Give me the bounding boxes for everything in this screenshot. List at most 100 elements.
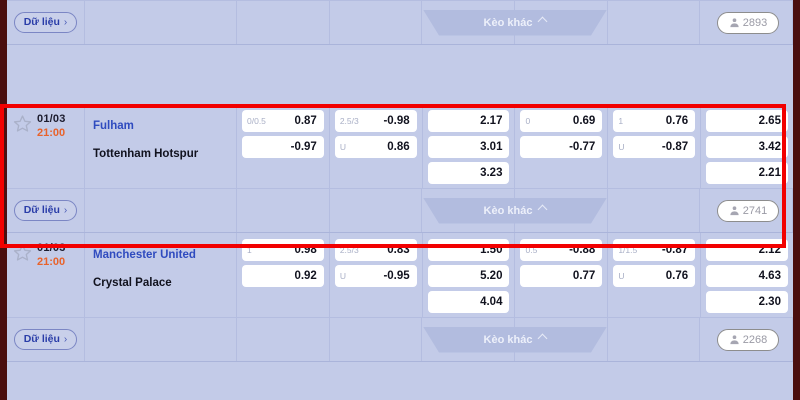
person-icon [729,17,740,28]
match-time: 21:00 [37,255,66,268]
handicap-label: U [618,142,625,152]
data-button[interactable]: Dữ liệu › [13,329,78,350]
odds-cell[interactable]: 2.30 [706,291,788,313]
chevron-right-icon: › [63,333,68,345]
away-team-name[interactable]: Crystal Palace [93,277,172,289]
odds-cell-empty [613,291,695,313]
footer-teams-cell [85,189,237,232]
odds-value: 0.86 [387,141,410,153]
more-odds-label: Kèo khác [483,333,533,346]
odds-cell[interactable]: 2.21 [706,162,788,184]
odds-cell[interactable]: 2.12 [706,239,788,261]
footer-odds-area: Kèo khác 2893 [237,1,793,44]
odds-value: 0.77 [572,270,596,282]
odds-value: 0.87 [294,115,317,127]
handicap-label: 2.5/3 [339,116,359,126]
odds-area: 01/03 21:00 Fulham Tottenham Hotspur 0/0.5 0.… [7,104,793,188]
odds-cell[interactable]: 3.42 [706,136,788,158]
more-odds-button[interactable]: Kèo khác [423,9,607,36]
odds-cell[interactable]: 2.17 [427,110,510,132]
more-odds-button[interactable]: Kèo khác [423,326,607,353]
odds-value: 4.04 [480,296,503,308]
footer-meta-cell: Dữ liệu › [7,1,85,44]
odds-value: 2.21 [758,167,781,179]
data-button[interactable]: Dữ liệu › [13,12,78,33]
odds-cell[interactable]: 1.50 [427,239,510,261]
match-meta-column: 01/03 21:00 [7,104,85,188]
odds-value: 4.63 [758,270,781,282]
footer-teams-cell [85,318,237,361]
odds-value: 0.83 [387,244,410,256]
data-button[interactable]: Dữ liệu › [13,200,78,221]
odds-cell-empty [520,291,602,313]
odds-cell[interactable]: U 0.86 [334,136,417,158]
star-outline-icon[interactable] [13,243,33,262]
viewers-badge[interactable]: 2893 [717,11,779,34]
odds-value: -0.87 [661,141,689,153]
viewers-badge[interactable]: 2741 [717,199,779,222]
viewers-badge[interactable]: 2268 [717,328,779,351]
home-team-name[interactable]: Manchester United [93,249,196,261]
odds-cell[interactable]: 2.65 [706,110,788,132]
more-odds-button[interactable]: Kèo khác [423,197,607,224]
odds-column: 0/0.5 0.87 -0.97 [237,104,330,188]
footer-segment [608,1,701,44]
odds-cell[interactable]: 0.5 -0.88 [520,239,603,261]
data-button-label: Dữ liệu [23,16,60,28]
odds-cell[interactable]: 5.20 [427,265,510,287]
chevron-right-icon: › [63,204,68,216]
odds-cell[interactable]: 1 0.76 [613,110,696,132]
chevron-up-icon [538,204,548,215]
odds-cell[interactable]: -0.77 [520,136,603,158]
odds-value: -0.97 [290,141,317,153]
odds-cell[interactable]: 2.5/3 -0.98 [334,110,417,132]
odds-cell[interactable]: 0/0.5 0.87 [242,110,324,132]
odds-column: 0.5 -0.88 0.77 [515,233,609,317]
odds-cell[interactable]: -0.97 [242,136,324,158]
footer-segment [700,189,793,232]
odds-cell[interactable]: 3.01 [427,136,510,158]
chevron-up-icon [538,333,548,344]
odds-cell[interactable]: U -0.95 [334,265,417,287]
footer-segment [608,189,701,232]
match-board: Nottingham Forest-0.93U-0.983.163.190.72… [7,0,793,400]
odds-column: 2.65 3.42 2.21 [701,104,793,188]
odds-column: 1 0.98 0.92 [237,233,330,317]
odds-value: -0.95 [383,270,410,282]
person-icon [729,334,740,345]
odds-cell[interactable]: 0.92 [242,265,324,287]
home-team-name[interactable]: Fulham [93,120,134,132]
match-row: Nottingham Forest-0.93U-0.983.163.190.72… [7,0,793,45]
odds-cell-empty [335,291,417,313]
odds-cell[interactable]: 2.5/3 0.83 [334,239,417,261]
footer-segment [515,318,608,361]
odds-cell[interactable]: 1 0.98 [242,239,324,261]
match-row: 01/03 21:00 Manchester United Crystal Palac… [7,233,793,362]
footer-segment [237,318,330,361]
teams-column: Manchester United Crystal Palace [85,233,237,317]
odds-value: 0.76 [665,115,689,127]
odds-cell[interactable]: 0 0.69 [520,110,603,132]
odds-column: 2.12 4.63 2.30 [701,233,793,317]
star-outline-icon[interactable] [13,114,33,133]
handicap-label: 0/0.5 [247,116,266,126]
odds-value: 5.20 [480,270,503,282]
away-team-name[interactable]: Tottenham Hotspur [93,148,199,160]
odds-cell[interactable]: 4.63 [706,265,788,287]
data-button-label: Dữ liệu [23,204,60,216]
odds-cell[interactable]: 3.23 [427,162,510,184]
odds-cell[interactable]: 4.04 [427,291,510,313]
match-footer: Dữ liệu › Kèo khác 2893 [7,0,793,44]
odds-value: 3.01 [480,141,503,153]
odds-cell[interactable]: 0.77 [520,265,603,287]
odds-cell-empty [520,162,602,184]
odds-cell[interactable]: U -0.87 [613,136,696,158]
odds-cell[interactable]: 1/1.5 -0.87 [613,239,696,261]
footer-segment [330,318,423,361]
match-date: 01/03 [37,242,66,254]
odds-cell[interactable]: U 0.76 [613,265,696,287]
match-date: 01/03 [37,113,66,125]
odds-value: 0.69 [572,115,596,127]
match-footer: Dữ liệu › Kèo khác 2741 [7,188,793,232]
footer-meta-cell: Dữ liệu › [7,189,85,232]
